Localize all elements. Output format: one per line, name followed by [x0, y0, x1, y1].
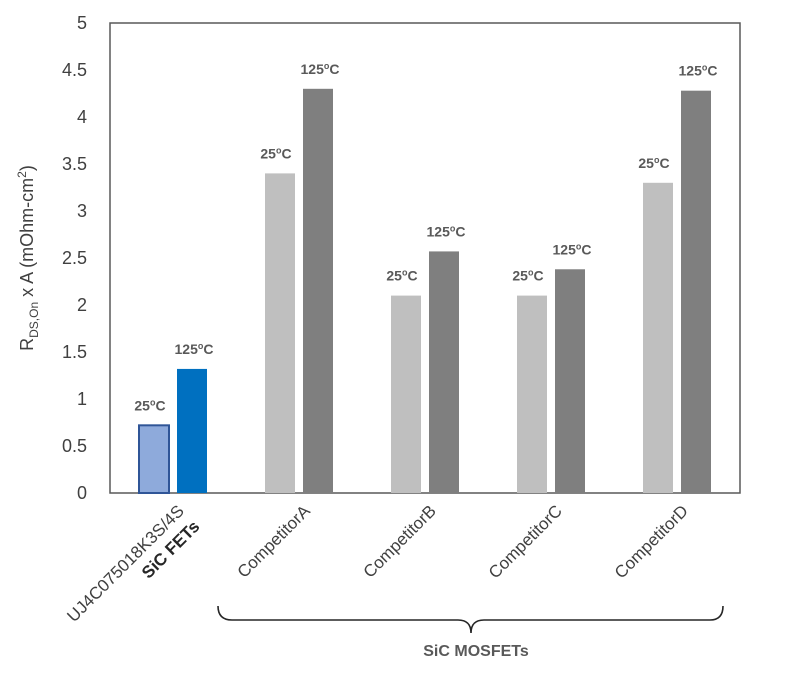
bar-125c: [429, 251, 459, 493]
bar-value-label: 25oC: [638, 155, 669, 171]
bar-value-label: 125oC: [175, 341, 214, 357]
bar-25c: [643, 182, 673, 494]
category-label: CompetitorD: [611, 501, 692, 582]
bar-value-label: 25oC: [386, 268, 417, 284]
bar-125c: [303, 88, 333, 494]
y-axis-ticks: 0 0.5 1 1.5 2 2.5 3 3.5 4 4.5 5: [62, 13, 87, 503]
category-label: CompetitorB: [360, 501, 440, 581]
y-tick-label: 0: [77, 483, 87, 503]
y-tick-label: 5: [77, 13, 87, 33]
bar-125c: [555, 269, 585, 493]
bar-value-label: 125oC: [679, 63, 718, 79]
bar-value-label: 25oC: [512, 268, 543, 284]
y-tick-label: 2: [77, 295, 87, 315]
y-tick-label: 2.5: [62, 248, 87, 268]
y-tick-label: 1.5: [62, 342, 87, 362]
bar-value-label: 125oC: [553, 241, 592, 257]
y-tick-label: 3.5: [62, 154, 87, 174]
bar-125c: [681, 90, 711, 494]
y-tick-label: 1: [77, 389, 87, 409]
category-name: CompetitorC: [485, 501, 566, 582]
category-label: CompetitorC: [485, 501, 566, 582]
bar-labels: 25oC 125oC 25oC 125oC 25oC 125oC 25oC 125oC 25oC…: [134, 61, 717, 414]
bar-25c: [265, 173, 295, 493]
bar-125c: [177, 368, 207, 493]
bar-value-label: 25oC: [134, 397, 165, 413]
category-label: CompetitorA: [234, 501, 315, 582]
y-axis-label: RDS,On x A (mOhm-cm2): [15, 165, 41, 351]
bar-25c: [391, 295, 421, 493]
y-tick-label: 0.5: [62, 436, 87, 456]
group-label: SiC MOSFETs: [423, 643, 529, 660]
bars: [138, 88, 711, 495]
bar-value-label: 25oC: [260, 145, 291, 161]
category-name: CompetitorD: [611, 501, 692, 582]
bar-25c: [517, 295, 547, 493]
y-tick-label: 4: [77, 107, 87, 127]
category-name: CompetitorB: [360, 501, 440, 581]
y-tick-label: 4.5: [62, 60, 87, 80]
category-name: CompetitorA: [234, 501, 315, 582]
bar-value-label: 125oC: [427, 223, 466, 239]
bar-value-label: 125oC: [301, 61, 340, 77]
group-brace: [217, 605, 724, 634]
plot-frame: [109, 22, 741, 494]
y-tick-label: 3: [77, 201, 87, 221]
bar-25c: [138, 424, 170, 495]
